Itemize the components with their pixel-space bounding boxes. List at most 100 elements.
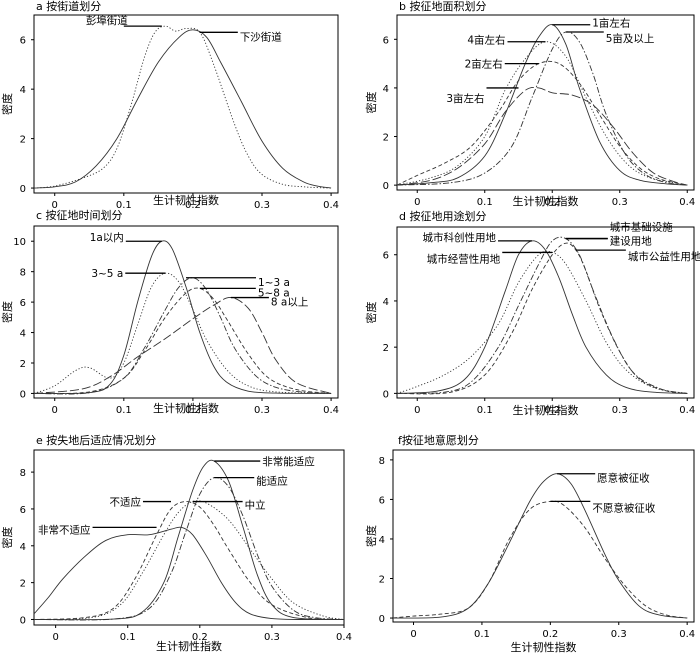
- series-line: [33, 272, 332, 394]
- plot-frame: [33, 449, 345, 626]
- annotation-label: 4亩左右: [467, 34, 505, 47]
- annotation-label: 1亩左右: [592, 17, 630, 30]
- x-axis-label: 生计韧性指数: [513, 403, 579, 417]
- annotation-label: 5亩及以上: [606, 32, 655, 45]
- x-axis-label: 生计韧性指数: [511, 640, 577, 654]
- x-axis-label: 生计韧性指数: [156, 639, 222, 653]
- x-tick-label: 0.3: [254, 200, 270, 211]
- x-tick-label: 0.1: [116, 405, 132, 416]
- annotation-label: 愿意被征收: [597, 472, 650, 485]
- annotation-label: 城市公益性用地: [628, 250, 700, 263]
- y-tick-label: 4: [20, 85, 26, 96]
- annotation-label: 下沙街道: [240, 30, 282, 43]
- annotation-label: 城市基础设施: [610, 221, 673, 234]
- annotation-label: 8 a以上: [271, 297, 308, 309]
- series-line: [33, 526, 345, 620]
- x-tick-label: 0.4: [679, 405, 695, 416]
- y-tick-label: 4: [383, 84, 389, 95]
- x-tick-label: 0.1: [116, 200, 132, 211]
- x-tick-label: 0.3: [611, 629, 627, 640]
- series-line: [396, 41, 688, 186]
- series-line: [33, 287, 332, 394]
- y-tick-label: 6: [20, 298, 26, 309]
- y-tick-label: 2: [20, 135, 26, 146]
- series-line: [392, 473, 688, 619]
- x-tick-label: 0.2: [542, 629, 558, 640]
- series-line: [33, 277, 332, 395]
- plot-frame: [392, 449, 695, 623]
- series-line: [33, 476, 345, 621]
- panel-title: b 按征地面积划分: [399, 0, 486, 13]
- series-line: [396, 242, 688, 395]
- panel-title: c 按征地时间划分: [36, 208, 123, 222]
- y-tick-label: 0: [383, 181, 389, 192]
- x-tick-label: 0.1: [120, 632, 136, 643]
- annotation-label: 3亩左右: [446, 92, 484, 105]
- annotation-label: 城市科创性用地: [423, 231, 497, 244]
- x-tick-label: 0: [414, 197, 420, 208]
- y-tick-label: 8: [20, 468, 26, 479]
- series-line: [396, 236, 688, 394]
- series-line: [33, 459, 345, 621]
- y-tick-label: 4: [383, 297, 389, 308]
- y-tick-label: 0: [383, 389, 389, 400]
- x-tick-label: 0: [52, 200, 58, 211]
- y-axis-label: 密度: [0, 93, 14, 115]
- y-tick-label: 10: [13, 237, 26, 248]
- x-tick-label: 0: [414, 405, 420, 416]
- x-axis-label: 生计韧性指数: [513, 194, 579, 208]
- series-line: [392, 500, 688, 619]
- y-tick-label: 6: [20, 505, 26, 516]
- x-axis-label: 生计韧性指数: [153, 193, 219, 207]
- y-tick-label: 2: [20, 359, 26, 370]
- x-tick-label: 0.2: [185, 200, 201, 211]
- series-line: [33, 240, 332, 395]
- x-tick-label: 0.3: [612, 405, 628, 416]
- x-tick-label: 0.4: [323, 405, 339, 416]
- y-tick-label: 6: [383, 35, 389, 46]
- x-tick-label: 0.1: [474, 629, 490, 640]
- annotation-label: 3~5 a: [91, 268, 123, 280]
- y-tick-label: 2: [383, 133, 389, 144]
- x-tick-label: 0.2: [544, 405, 560, 416]
- y-axis-label: 密度: [0, 301, 14, 323]
- series-line: [33, 29, 332, 189]
- annotation-label: 建设用地: [610, 235, 652, 248]
- x-tick-label: 0.2: [192, 632, 208, 643]
- series-line: [396, 24, 688, 186]
- panel-title: a 按街道划分: [36, 0, 101, 13]
- x-tick-label: 0.1: [477, 197, 493, 208]
- series-line: [396, 86, 688, 186]
- x-tick-label: 0: [52, 632, 58, 643]
- x-tick-label: 0.4: [679, 629, 695, 640]
- plot-frame: [396, 14, 695, 191]
- y-tick-label: 2: [379, 575, 385, 586]
- series-line: [396, 240, 688, 394]
- annotation-label: 中立: [245, 499, 266, 512]
- x-tick-label: 0.2: [185, 405, 201, 416]
- series-line: [396, 250, 688, 394]
- x-tick-label: 0.1: [477, 405, 493, 416]
- plot-frame: [396, 226, 695, 399]
- panel-e: e 按失地后适应情况划分 0 0.1 0.2 0.3 0.4 0 2 4 6 8 生计韧性指数 密度 非常…: [0, 433, 352, 653]
- y-axis-label: 密度: [364, 525, 378, 547]
- y-tick-label: 0: [20, 389, 26, 400]
- y-tick-label: 6: [379, 495, 385, 506]
- x-axis-label: 生计韧性指数: [153, 401, 219, 415]
- annotation-label: 非常不适应: [38, 523, 91, 536]
- y-tick-label: 2: [20, 579, 26, 590]
- y-tick-label: 6: [20, 36, 26, 47]
- panel-title: d 按征地用途划分: [399, 209, 486, 223]
- y-tick-label: 8: [379, 456, 385, 467]
- series-line: [396, 60, 688, 186]
- plot-frame: [33, 225, 339, 399]
- panel-b: b 按征地面积划分 0 0.1 0.2 0.3 0.4 0 2 4 6 生计韧性指数 密度 1亩左右 5亩…: [364, 0, 695, 208]
- panel-f: f按征地意愿划分 0 0.1 0.2 0.3 0.4 0 2 4 6 8 生计韧性指数 密度 愿意被征收不…: [364, 433, 695, 654]
- y-tick-label: 6: [383, 251, 389, 262]
- y-tick-label: 0: [20, 615, 26, 626]
- annotation-label: 5~8 a: [258, 287, 290, 299]
- annotation-label: 不适应: [109, 496, 141, 509]
- y-axis-label: 密度: [364, 302, 378, 324]
- series-line: [396, 31, 688, 186]
